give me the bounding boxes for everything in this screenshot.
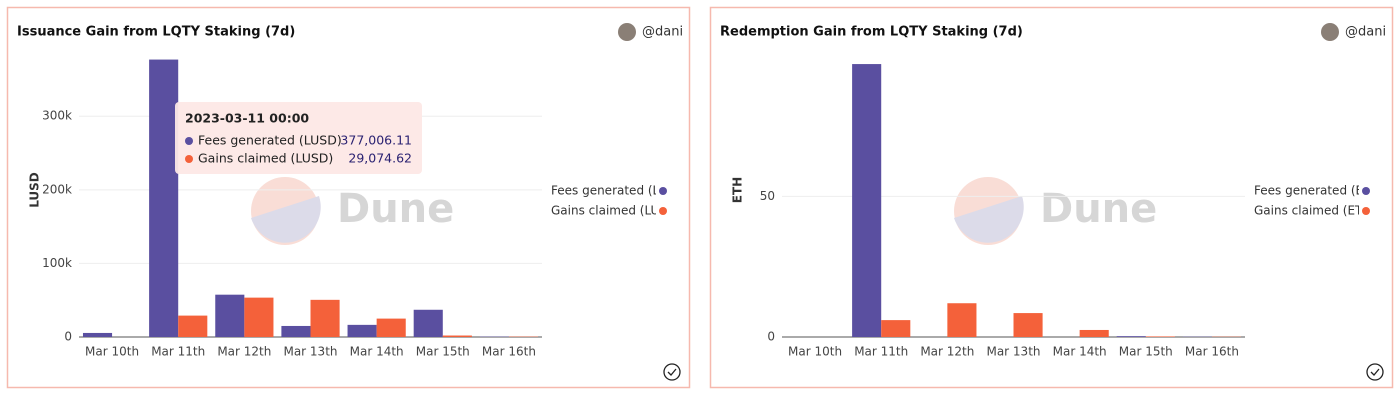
tooltip-box — [175, 102, 422, 174]
x-tick-label: Mar 14th — [1053, 345, 1107, 359]
y-tick-label: 0 — [64, 330, 72, 344]
y-tick-label: 50 — [760, 189, 775, 203]
check-icon — [1370, 368, 1380, 376]
panel-border — [709, 6, 1394, 389]
x-tick-label: Mar 13th — [986, 345, 1040, 359]
x-tick-label: Mar 10th — [788, 345, 842, 359]
legend-label[interactable]: Gains claimed (LUSD) — [551, 204, 681, 218]
watermark: Dune — [1040, 186, 1157, 232]
bar[interactable] — [376, 318, 406, 337]
bars — [852, 64, 1242, 337]
x-tick-label: Mar 12th — [217, 345, 271, 359]
bar[interactable] — [1145, 336, 1175, 337]
bar[interactable] — [442, 335, 472, 337]
tooltip-series: Fees generated (LUSD) — [198, 133, 342, 148]
bar[interactable] — [215, 294, 245, 337]
x-tick-label: Mar 15th — [416, 345, 470, 359]
avatar — [618, 23, 636, 41]
tooltip-value: 377,006.11 — [340, 133, 412, 148]
legend-marker — [1362, 207, 1370, 215]
x-tick-label: Mar 16th — [1185, 345, 1239, 359]
tooltip: 2023-03-11 00:00 Fees generated (LUSD)377… — [175, 102, 422, 174]
legend-marker — [659, 187, 667, 195]
legend-marker — [1362, 187, 1370, 195]
legend-marker — [659, 207, 667, 215]
y-tick-label: 100k — [42, 256, 72, 270]
x-tick-label: Mar 11th — [854, 345, 908, 359]
bar[interactable] — [1079, 329, 1109, 337]
legend-label[interactable]: Gains claimed (ETH) — [1254, 204, 1376, 218]
watermark-logo — [251, 196, 321, 243]
check-icon — [667, 368, 677, 376]
y-axis-label: LUSD — [28, 172, 42, 208]
user-name[interactable]: @dani — [1345, 25, 1386, 40]
legend-label[interactable]: Fees generated (LUSD) — [551, 184, 689, 198]
bar[interactable] — [82, 332, 113, 337]
watermark: Dune — [337, 186, 454, 232]
y-tick-label: 0 — [767, 330, 775, 344]
x-tick-label: Mar 14th — [350, 345, 404, 359]
x-tick-label: Mar 13th — [283, 345, 337, 359]
bar[interactable] — [281, 325, 311, 337]
check-icon[interactable] — [663, 363, 681, 381]
bar[interactable] — [244, 297, 274, 337]
bar[interactable] — [149, 59, 179, 338]
bar[interactable] — [347, 324, 377, 337]
tooltip-title: 2023-03-11 00:00 — [185, 111, 309, 126]
x-tick-label: Mar 10th — [85, 345, 139, 359]
tooltip-value: 29,074.62 — [348, 151, 412, 166]
x-tick-label: Mar 16th — [482, 345, 536, 359]
x-tick-label: Mar 11th — [151, 345, 205, 359]
bar[interactable] — [1116, 336, 1146, 337]
bars — [82, 59, 539, 338]
y-axis-label: ETH — [731, 177, 745, 203]
user-name[interactable]: @dani — [642, 25, 683, 40]
panel-border — [6, 6, 691, 389]
chart-panel: Redemption Gain from LQTY Staking (7d) @d… — [709, 6, 1394, 389]
y-tick-label: 300k — [42, 109, 72, 123]
y-tick-label: 200k — [42, 182, 72, 196]
legend-label[interactable]: Fees generated (ETH) — [1254, 184, 1384, 198]
x-tick-label: Mar 12th — [920, 345, 974, 359]
bar[interactable] — [413, 309, 443, 337]
bar[interactable] — [310, 299, 340, 337]
check-icon[interactable] — [1366, 363, 1384, 381]
chart-title[interactable]: Issuance Gain from LQTY Staking (7d) — [17, 25, 295, 40]
bar[interactable] — [947, 303, 977, 337]
chart-title[interactable]: Redemption Gain from LQTY Staking (7d) — [720, 25, 1023, 40]
tooltip-marker — [185, 137, 193, 145]
chart-panel: Issuance Gain from LQTY Staking (7d) @dan… — [6, 6, 691, 389]
bar[interactable] — [1013, 313, 1043, 337]
bar[interactable] — [178, 315, 208, 337]
bar[interactable] — [881, 320, 911, 337]
tooltip-marker — [185, 155, 193, 163]
watermark-logo — [954, 196, 1024, 243]
tooltip-series: Gains claimed (LUSD) — [198, 151, 333, 166]
bar[interactable] — [852, 64, 882, 337]
avatar — [1321, 23, 1339, 41]
x-tick-label: Mar 15th — [1119, 345, 1173, 359]
